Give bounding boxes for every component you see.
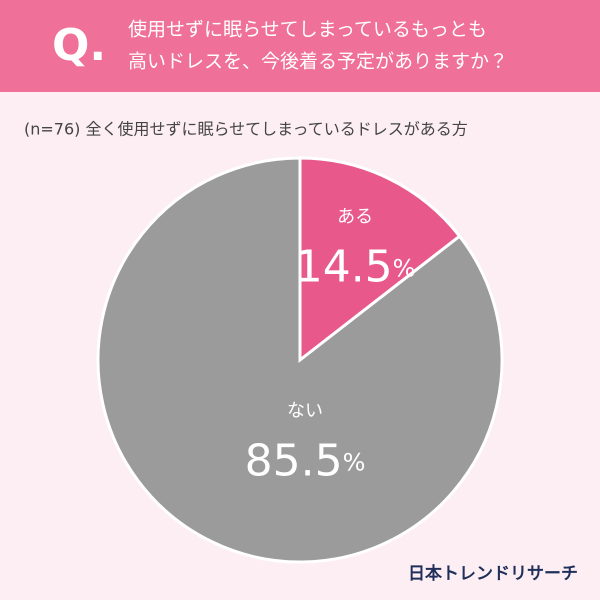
pie-slice (96, 156, 504, 564)
question-line: 高いドレスを、今後着る予定がありますか？ (128, 51, 508, 73)
header-band (0, 0, 600, 92)
pie-slice (298, 156, 462, 364)
value-label: 85.5% (245, 436, 366, 487)
q-mark: Q. (52, 20, 106, 71)
value-label: 14.5% (295, 242, 416, 293)
category-label: ある (337, 207, 373, 228)
question-line: 使用せずに眠らせてしまっているもっとも (128, 19, 487, 41)
chart-subtitle: (n=76) 全く使用せずに眠らせてしまっているドレスがある方 (24, 120, 468, 139)
logo: 日本トレンドリサーチ (408, 563, 578, 584)
category-label: ない (287, 401, 323, 422)
